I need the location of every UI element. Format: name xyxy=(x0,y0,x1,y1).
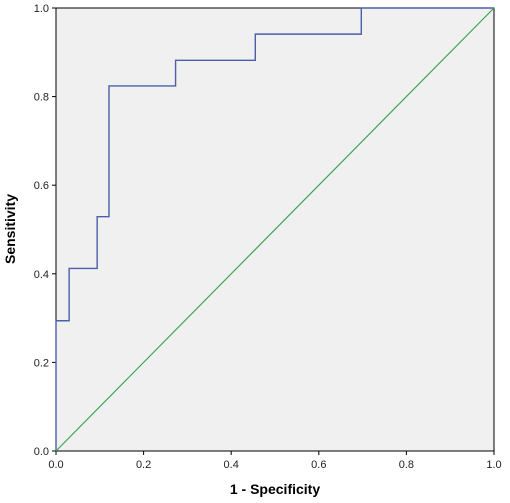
x-tick-label: 1.0 xyxy=(486,459,501,471)
y-tick-label: 0.8 xyxy=(34,92,49,104)
y-tick-label: 0.6 xyxy=(34,180,49,192)
x-axis-title: 1 - Specificity xyxy=(230,481,320,497)
y-axis-title: Sensitivity xyxy=(2,194,18,264)
roc-curve-line xyxy=(55,7,494,451)
x-tick-label: 0.4 xyxy=(224,459,239,471)
y-tick-label: 0.4 xyxy=(34,269,49,281)
x-tick-label: 0.8 xyxy=(399,459,414,471)
y-tick-label: 0.2 xyxy=(34,357,49,369)
y-tick-label: 1.0 xyxy=(34,3,49,15)
x-tick-label: 0.2 xyxy=(136,459,151,471)
x-tick-label: 0.6 xyxy=(311,459,326,471)
x-tick-label: 0.0 xyxy=(48,459,63,471)
reference-diagonal-line xyxy=(55,7,495,452)
ticks-layer: 0.0 0.2 0.4 0.6 0.8 1.0 0.0 0.2 0.4 0.6 0.8 1.0 xyxy=(34,3,502,471)
y-tick-label: 0.0 xyxy=(34,446,49,458)
lines-layer xyxy=(55,7,495,452)
